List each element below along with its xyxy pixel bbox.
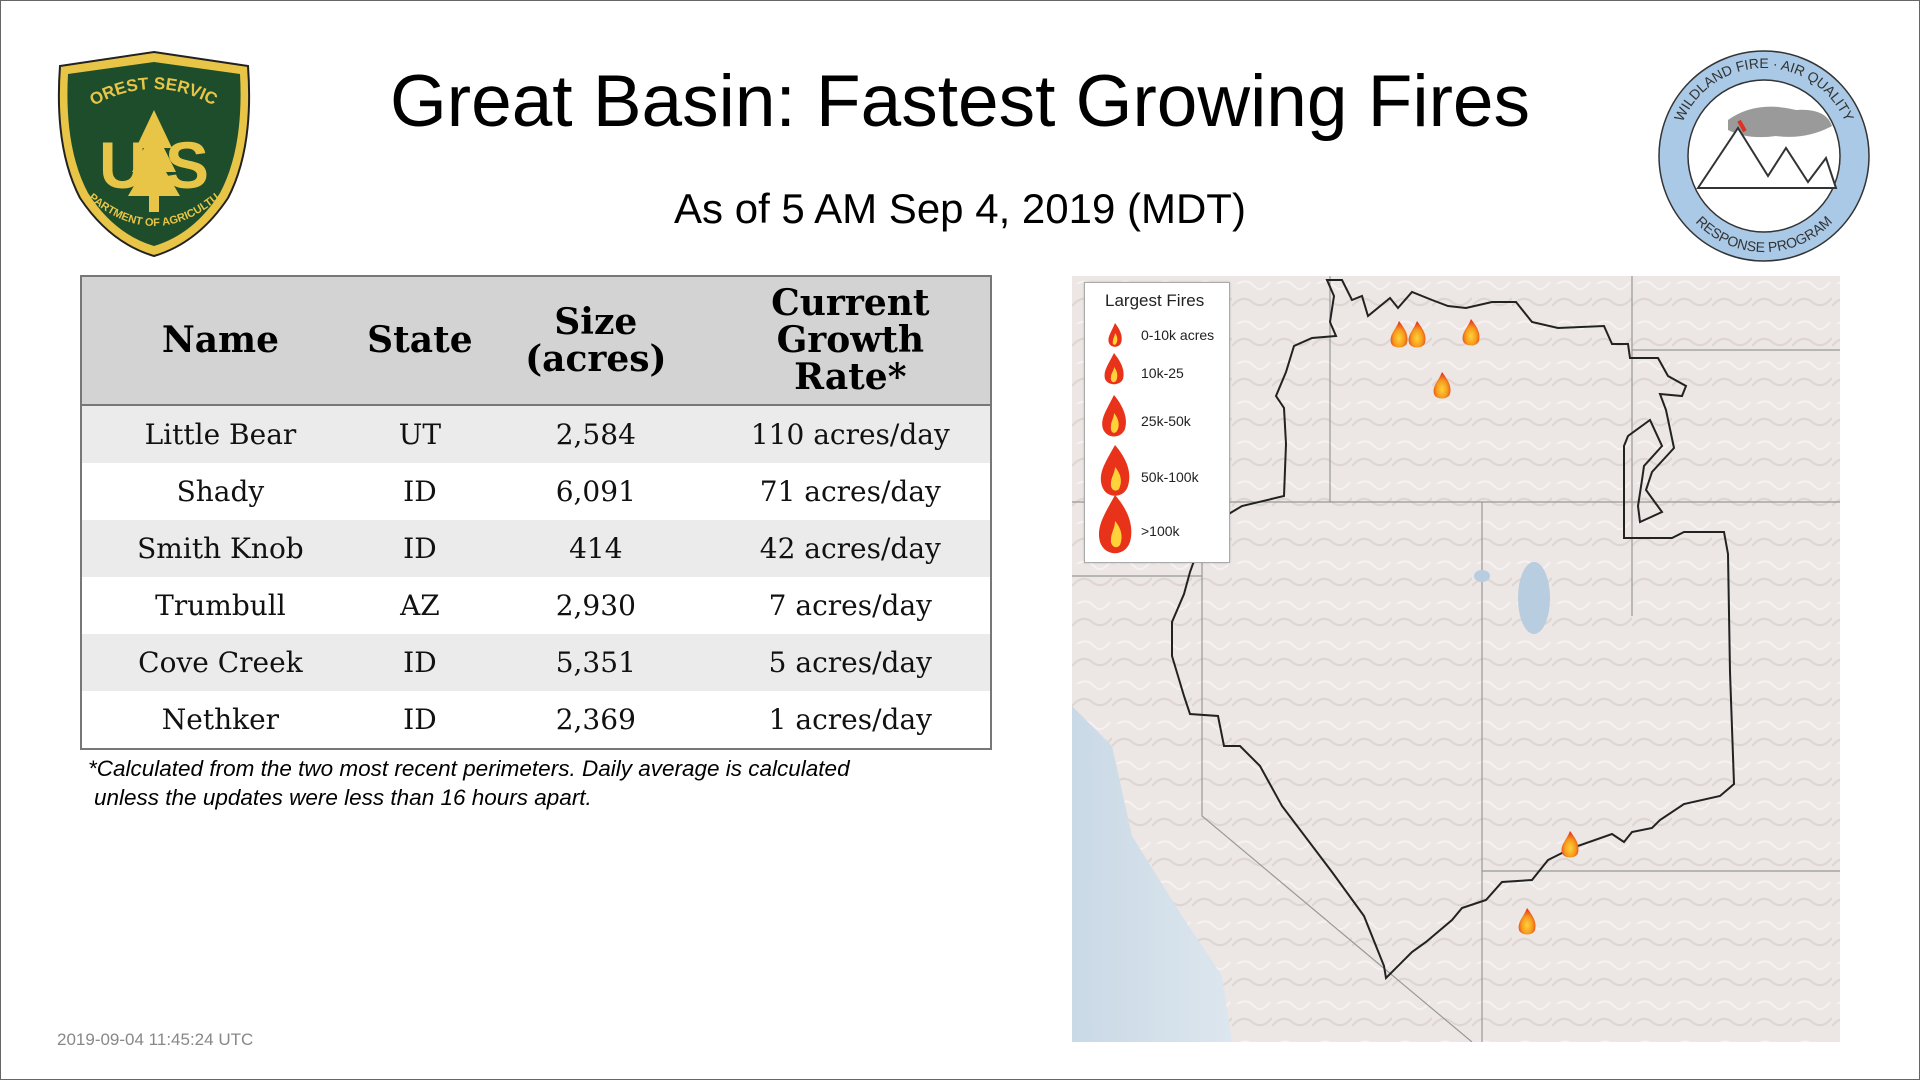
cell-state: ID <box>358 463 481 520</box>
cell-size: 414 <box>480 520 711 577</box>
cell-state: AZ <box>358 577 481 634</box>
fire-marker <box>1462 319 1480 346</box>
cell-rate: 5 acres/day <box>710 634 991 691</box>
cell-name: Nethker <box>81 691 359 749</box>
header-name: Name <box>81 276 359 406</box>
usfs-logo: FOREST SERVICE U S DEPARTMENT OF AGRICUL… <box>42 33 260 260</box>
fire-marker <box>1408 321 1426 348</box>
cell-size: 2,930 <box>480 577 711 634</box>
header-size: Size (acres) <box>480 276 711 406</box>
fire-marker <box>1518 908 1536 935</box>
table-header-row: Name State Size (acres) Current Growth R… <box>81 276 991 406</box>
wildland-fire-air-quality-logo: WILDLAND FIRE · AIR QUALITY RESPONSE PRO… <box>1656 48 1872 264</box>
header-state: State <box>358 276 481 406</box>
table-row: Little Bear UT 2,584 110 acres/day <box>81 405 991 463</box>
legend-label: 0-10k acres <box>1141 327 1215 343</box>
fire-marker <box>1390 321 1408 348</box>
cell-name: Trumbull <box>81 577 359 634</box>
legend-label: 25k-50k <box>1141 413 1191 429</box>
flame-icon <box>1098 495 1132 554</box>
map-legend: Largest Fires 0-10k acres 10k-25 25k-50k… <box>1084 282 1230 563</box>
cell-name: Cove Creek <box>81 634 359 691</box>
cell-size: 5,351 <box>480 634 711 691</box>
header-size-line2: (acres) <box>525 337 667 380</box>
cell-rate: 110 acres/day <box>710 405 991 463</box>
map-ocean <box>1072 706 1232 1042</box>
cell-name: Little Bear <box>81 405 359 463</box>
cell-rate: 1 acres/day <box>710 691 991 749</box>
cell-state: ID <box>358 520 481 577</box>
legend-label: >100k <box>1141 523 1180 539</box>
legend-label: 50k-100k <box>1141 469 1199 485</box>
flame-icon <box>1102 395 1126 437</box>
header-growth-rate: Current Growth Rate* <box>710 276 991 406</box>
header-rate-line2: Growth <box>776 319 925 361</box>
footnote-line1: *Calculated from the two most recent per… <box>88 756 850 781</box>
cell-size: 6,091 <box>480 463 711 520</box>
table-row: Shady ID 6,091 71 acres/day <box>81 463 991 520</box>
fires-table: Name State Size (acres) Current Growth R… <box>80 275 992 750</box>
cell-rate: 7 acres/day <box>710 577 991 634</box>
header-size-line1: Size <box>554 300 638 343</box>
great-salt-lake <box>1518 562 1550 634</box>
generated-timestamp: 2019-09-04 11:45:24 UTC <box>57 1030 254 1049</box>
table-row: Nethker ID 2,369 1 acres/day <box>81 691 991 749</box>
header-rate-line1: Current <box>771 282 930 324</box>
cell-rate: 42 acres/day <box>710 520 991 577</box>
table-row: Trumbull AZ 2,930 7 acres/day <box>81 577 991 634</box>
page-title: Great Basin: Fastest Growing Fires <box>390 61 1530 142</box>
cell-state: ID <box>358 634 481 691</box>
cell-state: ID <box>358 691 481 749</box>
header-rate-line3: Rate* <box>794 356 907 398</box>
growth-rate-footnote: *Calculated from the two most recent per… <box>88 754 948 812</box>
cell-name: Smith Knob <box>81 520 359 577</box>
table-row: Cove Creek ID 5,351 5 acres/day <box>81 634 991 691</box>
table-row: Smith Knob ID 414 42 acres/day <box>81 520 991 577</box>
flame-icon <box>1100 445 1130 496</box>
page-subtitle: As of 5 AM Sep 4, 2019 (MDT) <box>674 185 1246 232</box>
fire-marker <box>1561 831 1579 858</box>
great-basin-boundary <box>1171 279 1736 981</box>
lake <box>1474 570 1490 582</box>
flame-icon <box>1108 323 1122 347</box>
fire-marker <box>1433 372 1451 399</box>
legend-title: Largest Fires <box>1105 291 1205 310</box>
cell-size: 2,584 <box>480 405 711 463</box>
cell-rate: 71 acres/day <box>710 463 991 520</box>
cell-size: 2,369 <box>480 691 711 749</box>
flame-icon <box>1104 353 1124 385</box>
cell-state: UT <box>358 405 481 463</box>
footnote-line2: unless the updates were less than 16 hou… <box>94 785 592 810</box>
legend-label: 10k-25 <box>1141 365 1184 381</box>
cell-name: Shady <box>81 463 359 520</box>
